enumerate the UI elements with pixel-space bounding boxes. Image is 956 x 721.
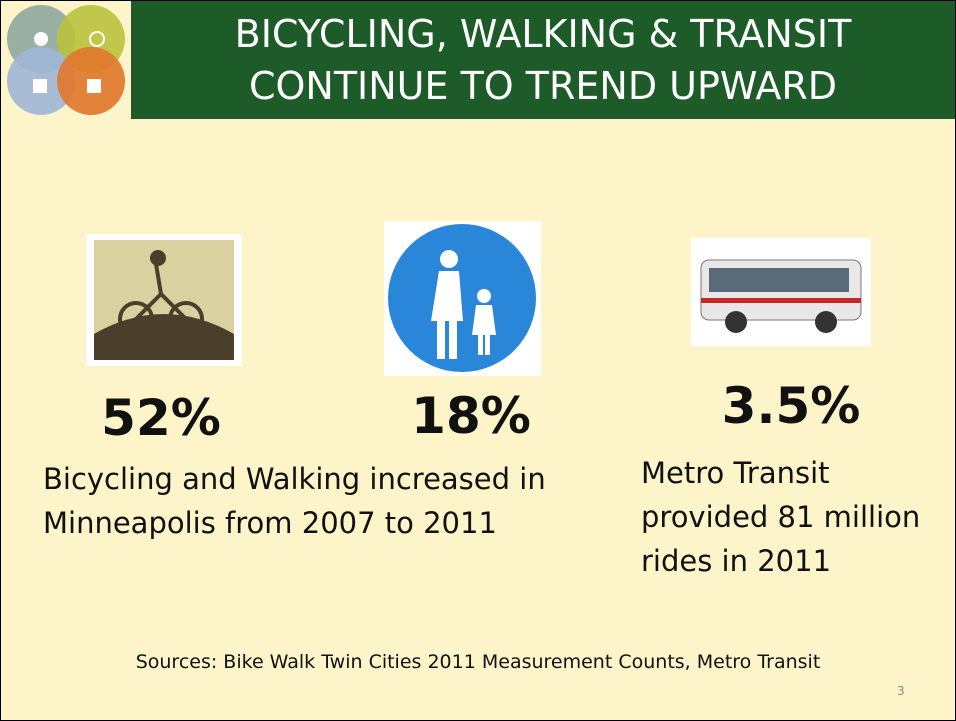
page-number: 3 [897,684,905,698]
description-line: provided 81 million [641,495,920,539]
stat-value: 18% [351,387,591,445]
stat-value: 52% [41,389,281,447]
bus-icon [691,238,871,346]
description-line: Bicycling and Walking increased in [43,457,546,501]
sources: Sources: Bike Walk Twin Cities 2011 Meas… [1,651,955,673]
logo [1,1,131,119]
description-line: rides in 2011 [641,539,831,583]
stat-value: 3.5% [671,377,911,435]
description-line: Minneapolis from 2007 to 2011 [43,501,497,545]
title-line: CONTINUE TO TREND UPWARD [131,63,955,109]
slide: BICYCLING, WALKING & TRANSIT CONTINUE TO… [0,0,956,721]
title-line: BICYCLING, WALKING & TRANSIT [131,11,955,57]
pedestrian-icon [384,221,541,376]
bicycle-icon [86,234,242,366]
description-line: Metro Transit [641,451,830,495]
